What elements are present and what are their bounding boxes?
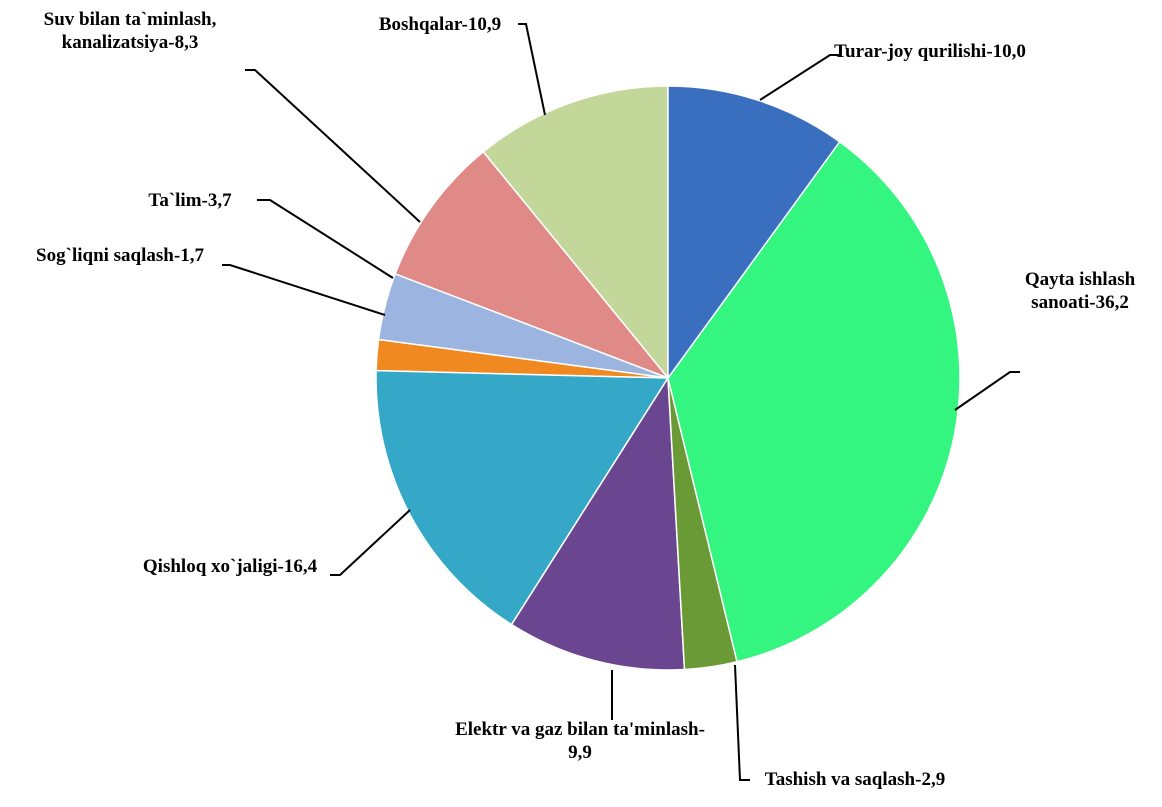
category-name: Qayta ishlash sanoati-	[1024, 269, 1136, 313]
value-label: 10,0	[992, 41, 1026, 62]
slice-label: Boshqalar-10,9	[330, 13, 550, 36]
leader-line	[734, 664, 750, 781]
pie-slice	[510, 375, 686, 671]
slice-label: Qayta ishlash sanoati-36,2	[995, 268, 1162, 314]
value-label: 16,4	[283, 556, 318, 577]
slice-label: Tashish va saqlash-2,9	[740, 768, 970, 791]
value-label: 8,3	[174, 32, 199, 53]
category-name: Ta`lim-	[148, 190, 208, 211]
leader-line	[518, 23, 546, 116]
category-name: Suv bilan ta`minlash, kanalizatsiya-	[43, 9, 217, 53]
slice-label: Ta`lim-3,7	[120, 189, 260, 212]
category-name: Sog`liqni saqlash-	[36, 245, 181, 266]
leader-line	[330, 509, 411, 576]
leader-line	[222, 264, 386, 316]
value-label: 1,7	[180, 245, 204, 266]
slice-label: Qishloq xo`jaligi-16,4	[125, 555, 335, 578]
pie-slice	[482, 85, 669, 381]
category-name: Turar-joy qurilishi-	[834, 41, 993, 62]
value-label: 36,2	[1095, 292, 1129, 313]
slice-label: Turar-joy qurilishi-10,0	[815, 40, 1045, 63]
leader-line	[954, 371, 1020, 411]
leaders	[222, 23, 1020, 781]
value-label: 10,9	[467, 14, 502, 35]
pie-slice	[667, 85, 841, 381]
value-label: 3,7	[207, 190, 232, 211]
slice-label: Suv bilan ta`minlash, kanalizatsiya-8,3	[5, 8, 255, 54]
category-name: Tashish va saqlash-	[764, 769, 922, 790]
category-name: Boshqalar-	[378, 14, 468, 35]
category-name: Qishloq xo`jaligi-	[142, 556, 284, 577]
slice-label: Elektr va gaz bilan ta'minlash-9,9	[450, 718, 710, 764]
leader-line	[245, 69, 421, 223]
leader-line	[759, 54, 840, 101]
pie-slice	[394, 150, 671, 380]
leader-line	[257, 199, 394, 279]
category-name: Elektr va gaz bilan ta'minlash-	[455, 719, 705, 740]
pie-slice	[375, 369, 670, 626]
value-label: 9,9	[568, 742, 592, 763]
slice-label: Sog`liqni saqlash-1,7	[10, 244, 230, 267]
value-label: 2,9	[921, 769, 946, 790]
pie-slice	[667, 140, 961, 663]
